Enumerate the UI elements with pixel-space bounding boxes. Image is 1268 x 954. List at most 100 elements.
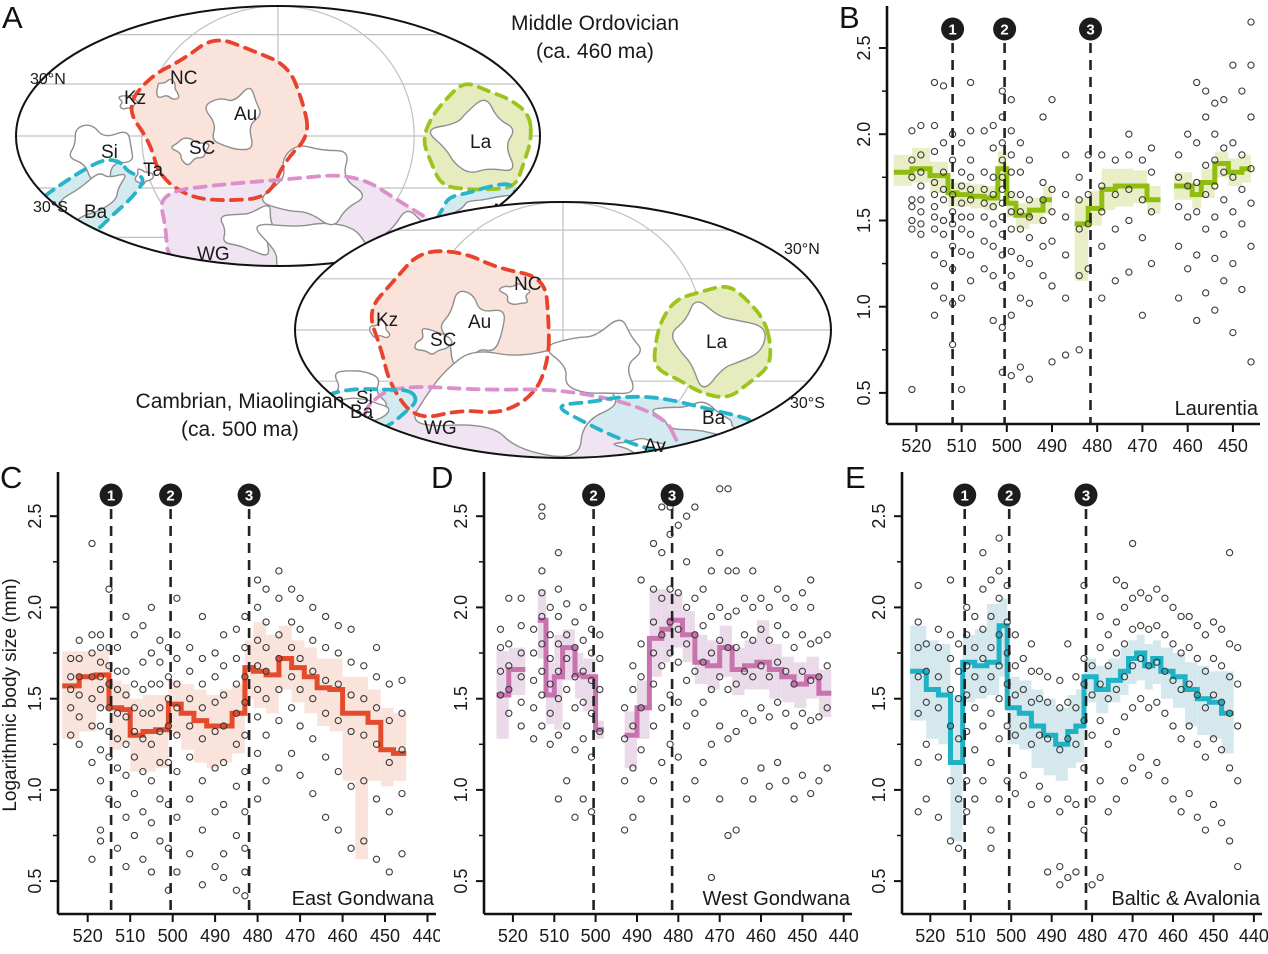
scatter-point [360, 695, 368, 703]
scatter-point [934, 704, 943, 712]
scatter-point [1104, 662, 1112, 670]
scatter-point [922, 795, 930, 803]
scatter-point [241, 892, 249, 900]
scatter-point [1145, 771, 1153, 779]
scatter-point [749, 673, 757, 681]
scatter-point [1234, 643, 1242, 652]
scatter-point [571, 813, 579, 821]
scatter-point [699, 622, 707, 630]
scatter-point [1153, 622, 1161, 630]
scatter-point [219, 758, 228, 767]
scatter-point [971, 746, 979, 754]
scatter-point [980, 127, 988, 135]
scatter-point [198, 680, 207, 688]
scatter-point [139, 767, 147, 776]
scatter-point [262, 695, 270, 703]
map-outline [294, 201, 832, 459]
scatter-point [1075, 225, 1083, 233]
scatter-point [75, 673, 83, 681]
scatter-point [946, 722, 955, 730]
scatter-point [724, 685, 732, 694]
scatter-point [287, 749, 296, 758]
scatter-point [1096, 643, 1104, 652]
scatter-point [1161, 631, 1169, 639]
scatter-point [517, 698, 525, 706]
axes: 520 510 500 490 480 470 460 450 440 0.5 1.0 1.5 2.0 2… [869, 472, 1268, 946]
scatter-point [1011, 691, 1019, 699]
scatter-point [1125, 130, 1133, 138]
scatter-point [1061, 190, 1070, 199]
scatter-point [1184, 130, 1192, 138]
scatter-point [699, 758, 707, 767]
scatter-point [979, 777, 987, 785]
scatter-point [1007, 127, 1015, 135]
scatter-point [75, 691, 83, 699]
scatter-point [1064, 735, 1072, 743]
terrane-label: La [470, 132, 492, 153]
scatter-point [1125, 268, 1133, 276]
terrane-label: Av [644, 436, 666, 457]
scatter-point [1234, 862, 1242, 871]
scatter-point [908, 127, 916, 135]
region-label: West Gondwana [703, 888, 851, 910]
terrane-label: Kz [124, 88, 146, 109]
scatter-point [130, 727, 139, 736]
x-tick-label: 460 [1173, 436, 1203, 456]
scatter-point [596, 727, 604, 736]
scatter-point [1027, 640, 1036, 648]
x-tick-label: 480 [243, 926, 273, 946]
scatter-point [989, 203, 997, 211]
continent [498, 283, 531, 306]
terrane-label: WG [424, 418, 457, 439]
scatter-point [674, 625, 682, 633]
scatter-point [658, 704, 666, 712]
scatter-point [538, 640, 546, 648]
scatter-point [1111, 277, 1119, 285]
scatter-point [823, 662, 831, 670]
scatter-point [1185, 643, 1193, 652]
scatter-point [946, 837, 955, 845]
event-number-badge [1079, 17, 1102, 41]
scatter-point [147, 709, 156, 717]
scatter-point [1177, 735, 1185, 743]
scatter-point [554, 667, 563, 675]
scatter-point [287, 704, 296, 712]
scatter-point [1104, 695, 1112, 703]
scatter-point [1007, 151, 1015, 159]
scatter-point [1064, 795, 1072, 803]
mean-step-line [910, 623, 1234, 765]
scatter-point [546, 654, 554, 663]
scatter-point [538, 567, 546, 575]
scatter-point [757, 662, 765, 670]
scatter-point [496, 691, 505, 699]
scatter-point [1145, 662, 1153, 670]
latitude-label: 30°N [30, 71, 66, 88]
scatter-point [1112, 795, 1121, 803]
scatter-point [275, 716, 283, 725]
scatter-point [1211, 156, 1219, 164]
scatter-point [1193, 251, 1201, 259]
scatter-point [1137, 654, 1145, 663]
scatter-point [164, 722, 173, 730]
scatter-point [1007, 272, 1015, 280]
scatter-point [1138, 234, 1147, 242]
scatter-point [96, 658, 105, 666]
scatter-point [538, 722, 546, 730]
scatter-point [995, 662, 1003, 670]
y-axis-title: Logarithmic body size (mm) [0, 578, 21, 811]
scatter-point [232, 831, 241, 840]
scatter-point [88, 695, 96, 703]
scatter-point [139, 808, 147, 816]
scatter-point [147, 649, 156, 657]
scatter-point [1193, 316, 1201, 325]
confidence-band [910, 598, 1234, 841]
scatter-point [908, 225, 916, 233]
scatter-point [971, 673, 979, 681]
scatter-point [219, 850, 228, 858]
scatter-point [211, 673, 219, 681]
scatter-point [88, 722, 96, 730]
scatter-point [1075, 272, 1083, 280]
scatter-point [724, 643, 732, 652]
event-number: 3 [1082, 487, 1090, 504]
scatter-point [579, 698, 587, 706]
